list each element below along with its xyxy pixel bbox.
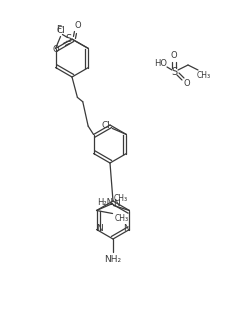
Text: Cl: Cl [101, 121, 110, 130]
Text: N: N [96, 224, 103, 233]
Text: O: O [184, 78, 190, 88]
Text: N: N [123, 224, 130, 233]
Text: S: S [171, 67, 177, 77]
Text: O: O [171, 52, 177, 60]
Text: CH₃: CH₃ [113, 194, 128, 203]
Text: F: F [56, 25, 61, 34]
Text: O: O [52, 45, 59, 54]
Text: NH₂: NH₂ [105, 254, 121, 264]
Text: H₂N: H₂N [98, 198, 113, 207]
Text: N: N [114, 198, 120, 208]
Text: HO: HO [154, 59, 167, 69]
Text: CH₃: CH₃ [114, 214, 129, 223]
Text: S: S [65, 34, 72, 45]
Text: CH₃: CH₃ [197, 71, 211, 81]
Text: Cl: Cl [56, 26, 65, 35]
Text: O: O [74, 21, 81, 30]
